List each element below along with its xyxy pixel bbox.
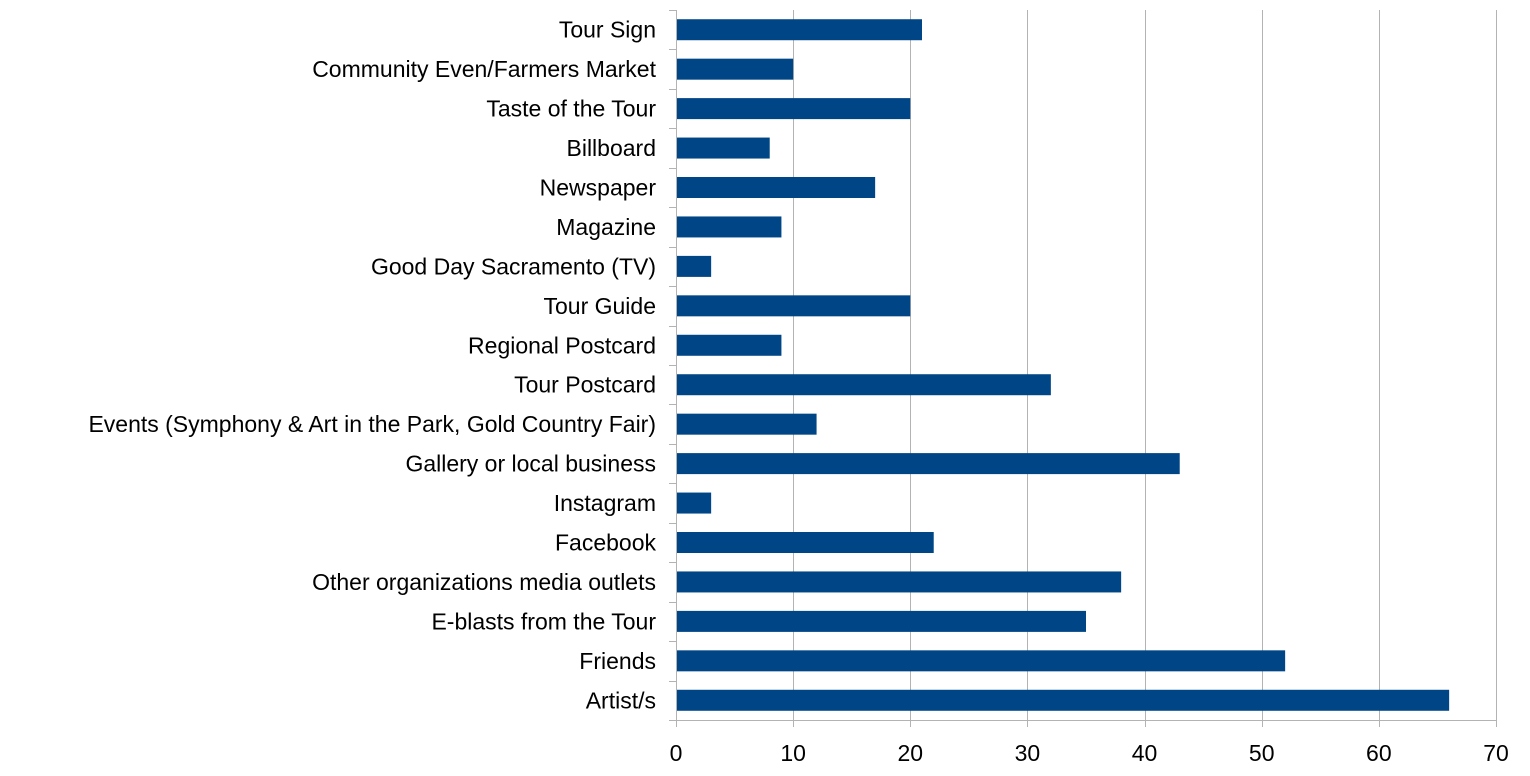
x-tick-label: 30 (1015, 740, 1041, 766)
bar (676, 413, 817, 435)
bar (676, 255, 712, 277)
category-label: Artist/s (586, 687, 656, 713)
bar (676, 650, 1286, 672)
category-label: Magazine (556, 214, 656, 240)
category-label: Good Day Sacramento (TV) (371, 253, 656, 279)
bar (676, 19, 922, 41)
x-tick-label: 20 (897, 740, 923, 766)
category-label: Tour Sign (559, 17, 656, 43)
category-label: Events (Symphony & Art in the Park, Gold… (88, 411, 656, 437)
category-label: Gallery or local business (405, 451, 656, 477)
category-label: Friends (579, 648, 656, 674)
category-label: Instagram (554, 490, 656, 516)
category-label: Tour Guide (543, 293, 656, 319)
category-label: Taste of the Tour (486, 96, 656, 122)
bar (676, 374, 1051, 396)
bar (676, 334, 782, 356)
x-tick-label: 50 (1249, 740, 1275, 766)
x-tick-label: 0 (670, 740, 683, 766)
bar (676, 137, 770, 159)
bar-layer (676, 19, 1450, 711)
category-label: Other organizations media outlets (312, 569, 656, 595)
category-label-layer: Tour Sign Community Even/Farmers Market Ta… (88, 17, 656, 714)
bar (676, 571, 1122, 593)
bar (676, 177, 876, 198)
bar (676, 216, 782, 238)
category-label: E-blasts from the Tour (431, 608, 656, 634)
category-label: Facebook (555, 530, 657, 556)
bar (676, 295, 911, 317)
bar (676, 98, 911, 120)
x-tick-label: 70 (1483, 740, 1509, 766)
axis-layer (669, 10, 1497, 727)
category-label: Community Even/Farmers Market (312, 56, 656, 82)
x-tick-label: 10 (780, 740, 806, 766)
x-tick-label-layer: 0 10 20 30 40 50 60 70 (670, 740, 1509, 766)
bar (676, 453, 1180, 475)
grid-layer (793, 10, 1497, 720)
category-label: Billboard (567, 135, 657, 161)
x-tick-label: 60 (1366, 740, 1392, 766)
bar (676, 58, 794, 80)
bar (676, 689, 1450, 711)
category-label: Tour Postcard (514, 372, 656, 398)
x-tick-label: 40 (1132, 740, 1158, 766)
bar (676, 610, 1086, 632)
category-label: Regional Postcard (468, 332, 656, 358)
bar (676, 492, 712, 514)
category-label: Newspaper (540, 175, 657, 201)
bar (676, 532, 934, 553)
